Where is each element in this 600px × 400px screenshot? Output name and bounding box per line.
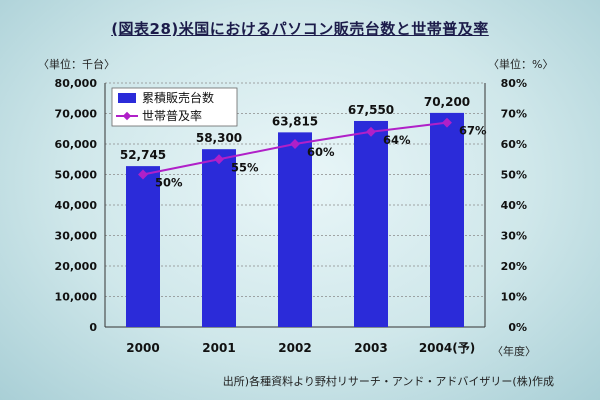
line-point bbox=[290, 139, 300, 149]
legend-label: 累積販売台数 bbox=[142, 90, 214, 105]
bar-data-label: 63,815 bbox=[272, 114, 318, 128]
bar bbox=[278, 132, 312, 327]
chart-title: (図表28)米国におけるパソコン販売台数と世帯普及率 bbox=[111, 20, 489, 38]
bar-data-label: 52,745 bbox=[120, 148, 166, 162]
line-data-label: 64% bbox=[383, 133, 411, 147]
y-right-tick-label: 70% bbox=[501, 108, 527, 121]
bar bbox=[202, 149, 236, 327]
y-left-tick-label: 20,000 bbox=[55, 260, 98, 273]
y-left-tick-label: 80,000 bbox=[55, 77, 98, 90]
right-axis-unit: 〈単位：%〉 bbox=[488, 58, 554, 71]
left-axis-unit: 〈単位：千台〉 bbox=[38, 58, 115, 71]
line-point bbox=[366, 126, 376, 137]
y-right-tick-label: 80% bbox=[501, 77, 527, 90]
line-data-label: 50% bbox=[155, 176, 183, 190]
bar bbox=[354, 120, 388, 327]
x-axis-unit: 〈年度〉 bbox=[492, 345, 536, 358]
y-left-tick-label: 40,000 bbox=[55, 199, 98, 212]
y-left-tick-label: 30,000 bbox=[55, 230, 98, 243]
y-right-tick-label: 50% bbox=[501, 169, 527, 182]
bar-data-label: 58,300 bbox=[196, 131, 242, 145]
line-point bbox=[214, 154, 224, 165]
legend-label: 世帯普及率 bbox=[142, 108, 202, 123]
bar-data-label: 67,550 bbox=[348, 103, 394, 117]
y-right-tick-label: 30% bbox=[501, 230, 527, 243]
legend-swatch-bar bbox=[118, 93, 136, 103]
y-right-tick-label: 20% bbox=[501, 260, 527, 273]
line-data-label: 60% bbox=[307, 145, 335, 159]
x-tick-label: 2002 bbox=[278, 341, 311, 355]
y-left-tick-label: 0 bbox=[89, 321, 97, 334]
y-left-tick-label: 10,000 bbox=[55, 291, 98, 304]
bar bbox=[430, 112, 464, 327]
x-tick-label: 2000 bbox=[126, 341, 159, 355]
y-right-tick-label: 60% bbox=[501, 138, 527, 151]
y-right-tick-label: 0% bbox=[508, 321, 527, 334]
x-tick-label: 2001 bbox=[202, 341, 235, 355]
x-tick-label: 2004(予) bbox=[419, 341, 475, 355]
bar bbox=[126, 166, 160, 327]
y-left-tick-label: 50,000 bbox=[55, 169, 98, 182]
y-left-tick-label: 60,000 bbox=[55, 138, 98, 151]
line-data-label: 55% bbox=[231, 160, 259, 174]
y-right-tick-label: 40% bbox=[501, 199, 527, 212]
bar-data-label: 70,200 bbox=[424, 95, 470, 109]
y-left-tick-label: 70,000 bbox=[55, 108, 98, 121]
line-data-label: 67% bbox=[459, 124, 487, 138]
line-point bbox=[138, 169, 148, 180]
y-right-tick-label: 10% bbox=[501, 291, 527, 304]
source-note: 出所)各種資料より野村リサーチ・アンド・アドバイザリー(株)作成 bbox=[222, 375, 554, 388]
x-tick-label: 2003 bbox=[354, 341, 387, 355]
legend-swatch-marker bbox=[122, 111, 132, 121]
